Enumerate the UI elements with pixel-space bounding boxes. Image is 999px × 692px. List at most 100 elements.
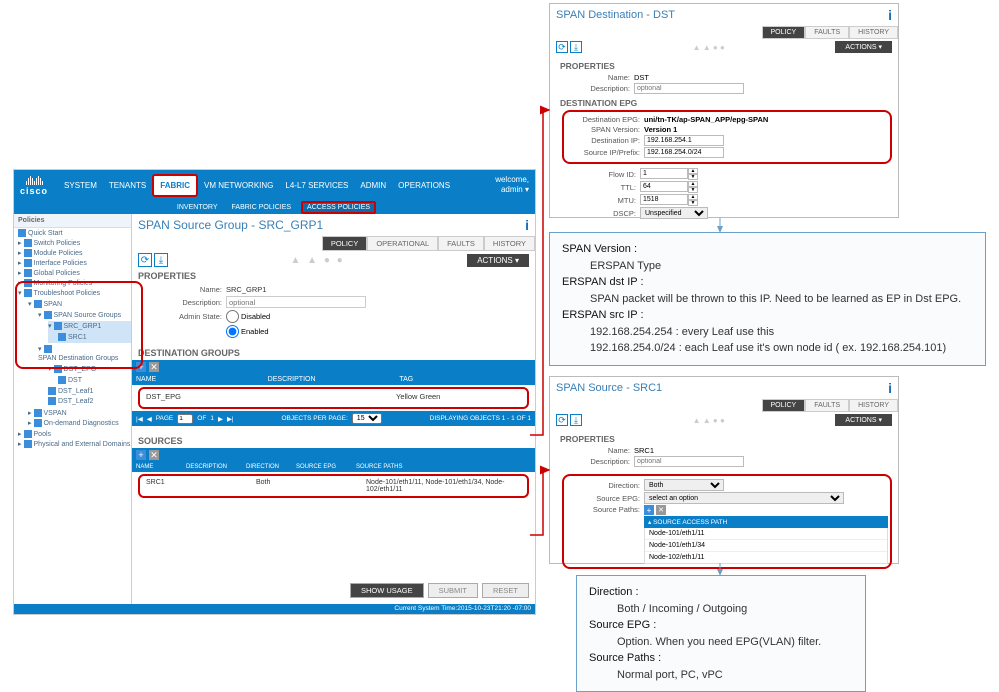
dst-panel: SPAN Destination - DST i POLICY FAULTS H… <box>549 3 899 218</box>
src-desc-input[interactable] <box>634 456 744 467</box>
src-paths-remove-icon[interactable]: ✕ <box>656 505 666 515</box>
nav-tenants[interactable]: TENANTS <box>103 174 152 197</box>
tree-src1[interactable]: SRC1 <box>58 332 131 342</box>
src-sepg-select[interactable]: select an option <box>644 492 844 504</box>
src-row[interactable]: SRC1 Both Node-101/eth1/11, Node-101/eth… <box>140 476 527 496</box>
tree-span-dst-groups[interactable]: SPAN Destination Groups DST_EPG DST DST_… <box>38 344 131 407</box>
admin-disabled-radio[interactable]: Disabled <box>226 310 270 323</box>
destgroups-add-icon[interactable]: + <box>136 362 146 372</box>
dest-row[interactable]: DST_EPG Yellow Green <box>140 389 527 404</box>
nav-l4l7[interactable]: L4-L7 SERVICES <box>279 174 354 197</box>
dst-tab-history[interactable]: HISTORY <box>849 26 898 39</box>
tree-header: Policies <box>14 214 131 228</box>
sources-remove-icon[interactable]: ✕ <box>149 450 159 460</box>
page-input[interactable] <box>177 414 193 424</box>
tree-ondemand-diag[interactable]: On-demand Diagnostics <box>28 418 131 428</box>
tree-switch-policies[interactable]: Switch Policies <box>18 238 131 248</box>
policies-tree[interactable]: Quick Start Switch Policies Module Polic… <box>14 228 131 449</box>
welcome-user[interactable]: welcome, admin ▾ <box>495 175 529 194</box>
src-dir-lbl: Direction: <box>566 481 644 490</box>
dst-tabs: POLICY FAULTS HISTORY <box>550 26 898 39</box>
nav-operations[interactable]: OPERATIONS <box>392 174 456 197</box>
dst-tab-policy[interactable]: POLICY <box>762 26 806 39</box>
destgroups-header: DESTINATION GROUPS <box>132 346 535 360</box>
src-title: SPAN Source - SRC1 <box>556 382 888 394</box>
src-tab-faults[interactable]: FAULTS <box>805 399 849 412</box>
tree-dst-leaf2[interactable]: DST_Leaf2 <box>48 396 131 406</box>
src-path-row[interactable]: Node-102/eth1/11 <box>645 551 887 563</box>
src-refresh-icon[interactable]: ⟳ <box>556 414 568 426</box>
tab-history[interactable]: HISTORY <box>484 236 535 251</box>
dst-refresh-icon[interactable]: ⟳ <box>556 41 568 53</box>
name-label: Name: <box>138 285 226 294</box>
dst-sip-input[interactable] <box>644 147 724 158</box>
tree-dst[interactable]: DST <box>58 375 131 385</box>
content-tabs: POLICY OPERATIONAL FAULTS HISTORY <box>132 236 535 251</box>
admin-state-label: Admin State: <box>138 312 226 321</box>
nav-admin[interactable]: ADMIN <box>354 174 392 197</box>
subnav-access-policies[interactable]: ACCESS POLICIES <box>301 201 376 214</box>
submit-button[interactable]: SUBMIT <box>428 583 478 598</box>
tree-phys-ext-domains[interactable]: Physical and External Domains <box>18 439 131 449</box>
tree-monitoring-policies[interactable]: Monitoring Policies <box>18 278 131 288</box>
show-usage-button[interactable]: SHOW USAGE <box>350 583 424 598</box>
src-row-highlight: SRC1 Both Node-101/eth1/11, Node-101/eth… <box>138 474 529 498</box>
src-path-row[interactable]: Node-101/eth1/34 <box>645 539 887 551</box>
tree-span-src-groups[interactable]: SPAN Source Groups SRC_GRP1 SRC1 <box>38 310 131 344</box>
dst-ttl-spin[interactable]: ▲▼ <box>640 181 698 193</box>
nav-system[interactable]: SYSTEM <box>58 174 103 197</box>
dst-flowid-spin[interactable]: ▲▼ <box>640 168 698 180</box>
tree-module-policies[interactable]: Module Policies <box>18 248 131 258</box>
info-icon[interactable]: i <box>525 217 529 233</box>
tree-span[interactable]: SPAN SPAN Source Groups SRC_GRP1 SRC1 <box>28 299 131 408</box>
download-icon[interactable]: ⤓ <box>154 253 168 267</box>
dst-desc-input[interactable] <box>634 83 744 94</box>
tab-policy[interactable]: POLICY <box>322 236 368 251</box>
subnav-fabric-policies[interactable]: FABRIC POLICIES <box>228 203 296 212</box>
actions-button[interactable]: ACTIONS ▾ <box>467 254 529 267</box>
dst-tab-faults[interactable]: FAULTS <box>805 26 849 39</box>
src-tab-policy[interactable]: POLICY <box>762 399 806 412</box>
src-info-icon[interactable]: i <box>888 380 892 396</box>
tree-troubleshoot[interactable]: Troubleshoot Policies SPAN SPAN Source G… <box>18 288 131 429</box>
src-tab-history[interactable]: HISTORY <box>849 399 898 412</box>
apic-footer: Current System Time:2015-10-23T21:20 -07… <box>14 604 535 614</box>
tree-src-grp1[interactable]: SRC_GRP1 SRC1 <box>48 321 131 343</box>
src-paths-add-icon[interactable]: + <box>644 505 654 515</box>
tree-dst-leaf1[interactable]: DST_Leaf1 <box>48 386 131 396</box>
dst-dip-input[interactable] <box>644 135 724 146</box>
objects-per-page-select[interactable]: 15 <box>352 413 382 424</box>
tab-operational[interactable]: OPERATIONAL <box>367 236 438 251</box>
tree-vspan[interactable]: VSPAN <box>28 408 131 418</box>
destgroups-remove-icon[interactable]: ✕ <box>149 362 159 372</box>
description-input[interactable] <box>226 296 366 308</box>
dst-mtu-spin[interactable]: ▲▼ <box>640 194 698 206</box>
dst-desc-lbl: Description: <box>556 84 634 93</box>
name-value: SRC_GRP1 <box>226 285 266 294</box>
tree-pools[interactable]: Pools <box>18 429 131 439</box>
description-label: Description: <box>138 298 226 307</box>
src-spaths-lbl: Source Paths: <box>566 505 644 514</box>
src-dir-select[interactable]: Both <box>644 479 724 491</box>
src-path-row[interactable]: Node-101/eth1/11 <box>645 528 887 539</box>
tree-quickstart[interactable]: Quick Start <box>18 228 131 238</box>
dst-actions-button[interactable]: ACTIONS ▾ <box>835 41 892 53</box>
dst-download-icon[interactable]: ⤓ <box>570 41 582 53</box>
refresh-icon[interactable]: ⟳ <box>138 253 152 267</box>
subnav-inventory[interactable]: INVENTORY <box>173 203 222 212</box>
dst-dscp-select[interactable]: Unspecified <box>640 207 708 219</box>
reset-button[interactable]: RESET <box>482 583 529 598</box>
tree-interface-policies[interactable]: Interface Policies <box>18 258 131 268</box>
tree-dst-epg[interactable]: DST_EPG DST <box>48 364 131 386</box>
nav-vmnet[interactable]: VM NETWORKING <box>198 174 279 197</box>
dest-name: DST_EPG <box>146 392 271 401</box>
src-download-icon[interactable]: ⤓ <box>570 414 582 426</box>
dst-title: SPAN Destination - DST <box>556 9 888 21</box>
dst-info-icon[interactable]: i <box>888 7 892 23</box>
src-actions-button[interactable]: ACTIONS ▾ <box>835 414 892 426</box>
nav-fabric[interactable]: FABRIC <box>152 174 198 197</box>
tab-faults[interactable]: FAULTS <box>438 236 484 251</box>
admin-enabled-radio[interactable]: Enabled <box>226 325 269 338</box>
sources-add-icon[interactable]: + <box>136 450 146 460</box>
tree-global-policies[interactable]: Global Policies <box>18 268 131 278</box>
